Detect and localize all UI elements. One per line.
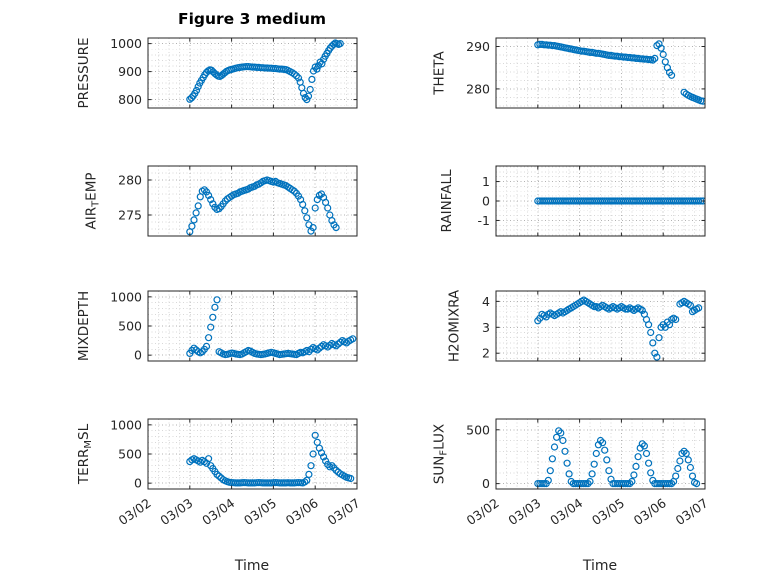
minor-grid [496, 290, 705, 361]
major-grid [496, 166, 705, 236]
y-tick-label: 0 [482, 194, 490, 209]
y-tick-label: 0 [134, 348, 142, 363]
subplot-terr-msl: 0 500 1000 03/02 03/03 03/04 03/05 03/06 03/07 TE… [76, 417, 363, 528]
data-points [186, 176, 340, 236]
data-points [534, 197, 705, 205]
data-points [534, 40, 705, 105]
y-axis-label: AIRTEMP [84, 172, 102, 229]
x-tick-label: 03/06 [631, 495, 669, 528]
y-tick-label: 1000 [110, 417, 142, 432]
minor-grid [496, 166, 705, 236]
tick-marks [147, 166, 358, 236]
y-tick-label: 1000 [110, 289, 142, 304]
y-tick-label: 3 [482, 320, 490, 335]
x-tick-label: 03/04 [547, 495, 585, 528]
subplot-theta: 280 290 THETA [432, 37, 706, 109]
y-axis-label: H2OMIXRA [447, 289, 463, 362]
y-tick-label: 280 [118, 173, 142, 188]
y-axis-label: SUNFLUX [432, 424, 450, 484]
y-tick-label: 900 [118, 64, 142, 79]
major-grid [148, 291, 357, 361]
tick-marks [495, 419, 706, 489]
tick-marks [495, 166, 706, 236]
y-axis-label: MIXDEPTH [76, 291, 92, 361]
x-tick-label: 03/05 [589, 495, 627, 528]
x-tick-label: 03/07 [673, 495, 711, 528]
y-tick-label: 275 [118, 208, 142, 223]
tick-marks [147, 291, 358, 361]
y-axis-label: THETA [432, 51, 448, 96]
tick-marks [495, 291, 706, 361]
x-tick-label: 03/07 [325, 495, 363, 528]
x-tick-label: 03/04 [199, 495, 237, 528]
subplot-h2omixra: 2 3 4 H2OMIXRA [447, 289, 706, 362]
xlabel-right: Time [582, 558, 617, 574]
figure-title: Figure 3 medium [178, 10, 326, 28]
tick-marks [147, 419, 358, 489]
data-points [186, 39, 344, 104]
major-grid [496, 38, 705, 108]
x-tick-label: 03/03 [157, 495, 195, 528]
x-tick-label: 03/06 [283, 495, 321, 528]
xlabel-left: Time [234, 558, 269, 574]
y-tick-label: 500 [118, 319, 142, 334]
y-tick-label: 4 [482, 294, 490, 309]
x-tick-label: 03/02 [464, 495, 502, 528]
data-points [186, 296, 357, 359]
x-tick-label: 03/03 [505, 495, 543, 528]
data-points [186, 431, 355, 487]
minor-grid [148, 37, 357, 108]
minor-grid [496, 37, 705, 108]
y-tick-label: 290 [466, 39, 490, 54]
tick-marks [147, 38, 358, 108]
major-grid [496, 291, 705, 361]
minor-grid [148, 290, 357, 362]
subplot-pressure: 800 900 1000 PRESSURE [76, 36, 358, 109]
y-tick-label: 500 [466, 422, 490, 437]
y-tick-label: 1000 [110, 36, 142, 51]
y-tick-label: 2 [482, 346, 490, 361]
x-tick-label: 03/02 [116, 495, 154, 528]
y-tick-label: 1 [482, 174, 490, 189]
x-tick-label: 03/05 [241, 495, 279, 528]
y-tick-label: 800 [118, 92, 142, 107]
y-tick-label: 0 [134, 476, 142, 491]
y-tick-label: 0 [482, 476, 490, 491]
y-tick-label: -1 [478, 213, 490, 228]
major-grid [496, 419, 705, 489]
subplot-sun-flux: 0 500 03/02 03/03 03/04 03/05 03/06 03/07 SUNFLU… [432, 418, 711, 528]
y-axis-label: PRESSURE [76, 38, 92, 109]
subplot-air-temp: 275 280 AIRTEMP [84, 165, 358, 237]
data-points [534, 427, 701, 488]
tick-marks [495, 38, 706, 108]
y-tick-label: 500 [118, 447, 142, 462]
subplot-rainfall: -1 0 1 RAINFALL [439, 165, 706, 237]
minor-grid [148, 165, 357, 237]
data-points [534, 296, 703, 361]
major-grid [148, 419, 357, 489]
subplot-mixdepth: 0 500 1000 MIXDEPTH [76, 289, 358, 363]
y-axis-label: RAINFALL [439, 169, 455, 232]
y-tick-label: 280 [466, 81, 490, 96]
y-axis-label: TERRMSL [76, 423, 94, 485]
